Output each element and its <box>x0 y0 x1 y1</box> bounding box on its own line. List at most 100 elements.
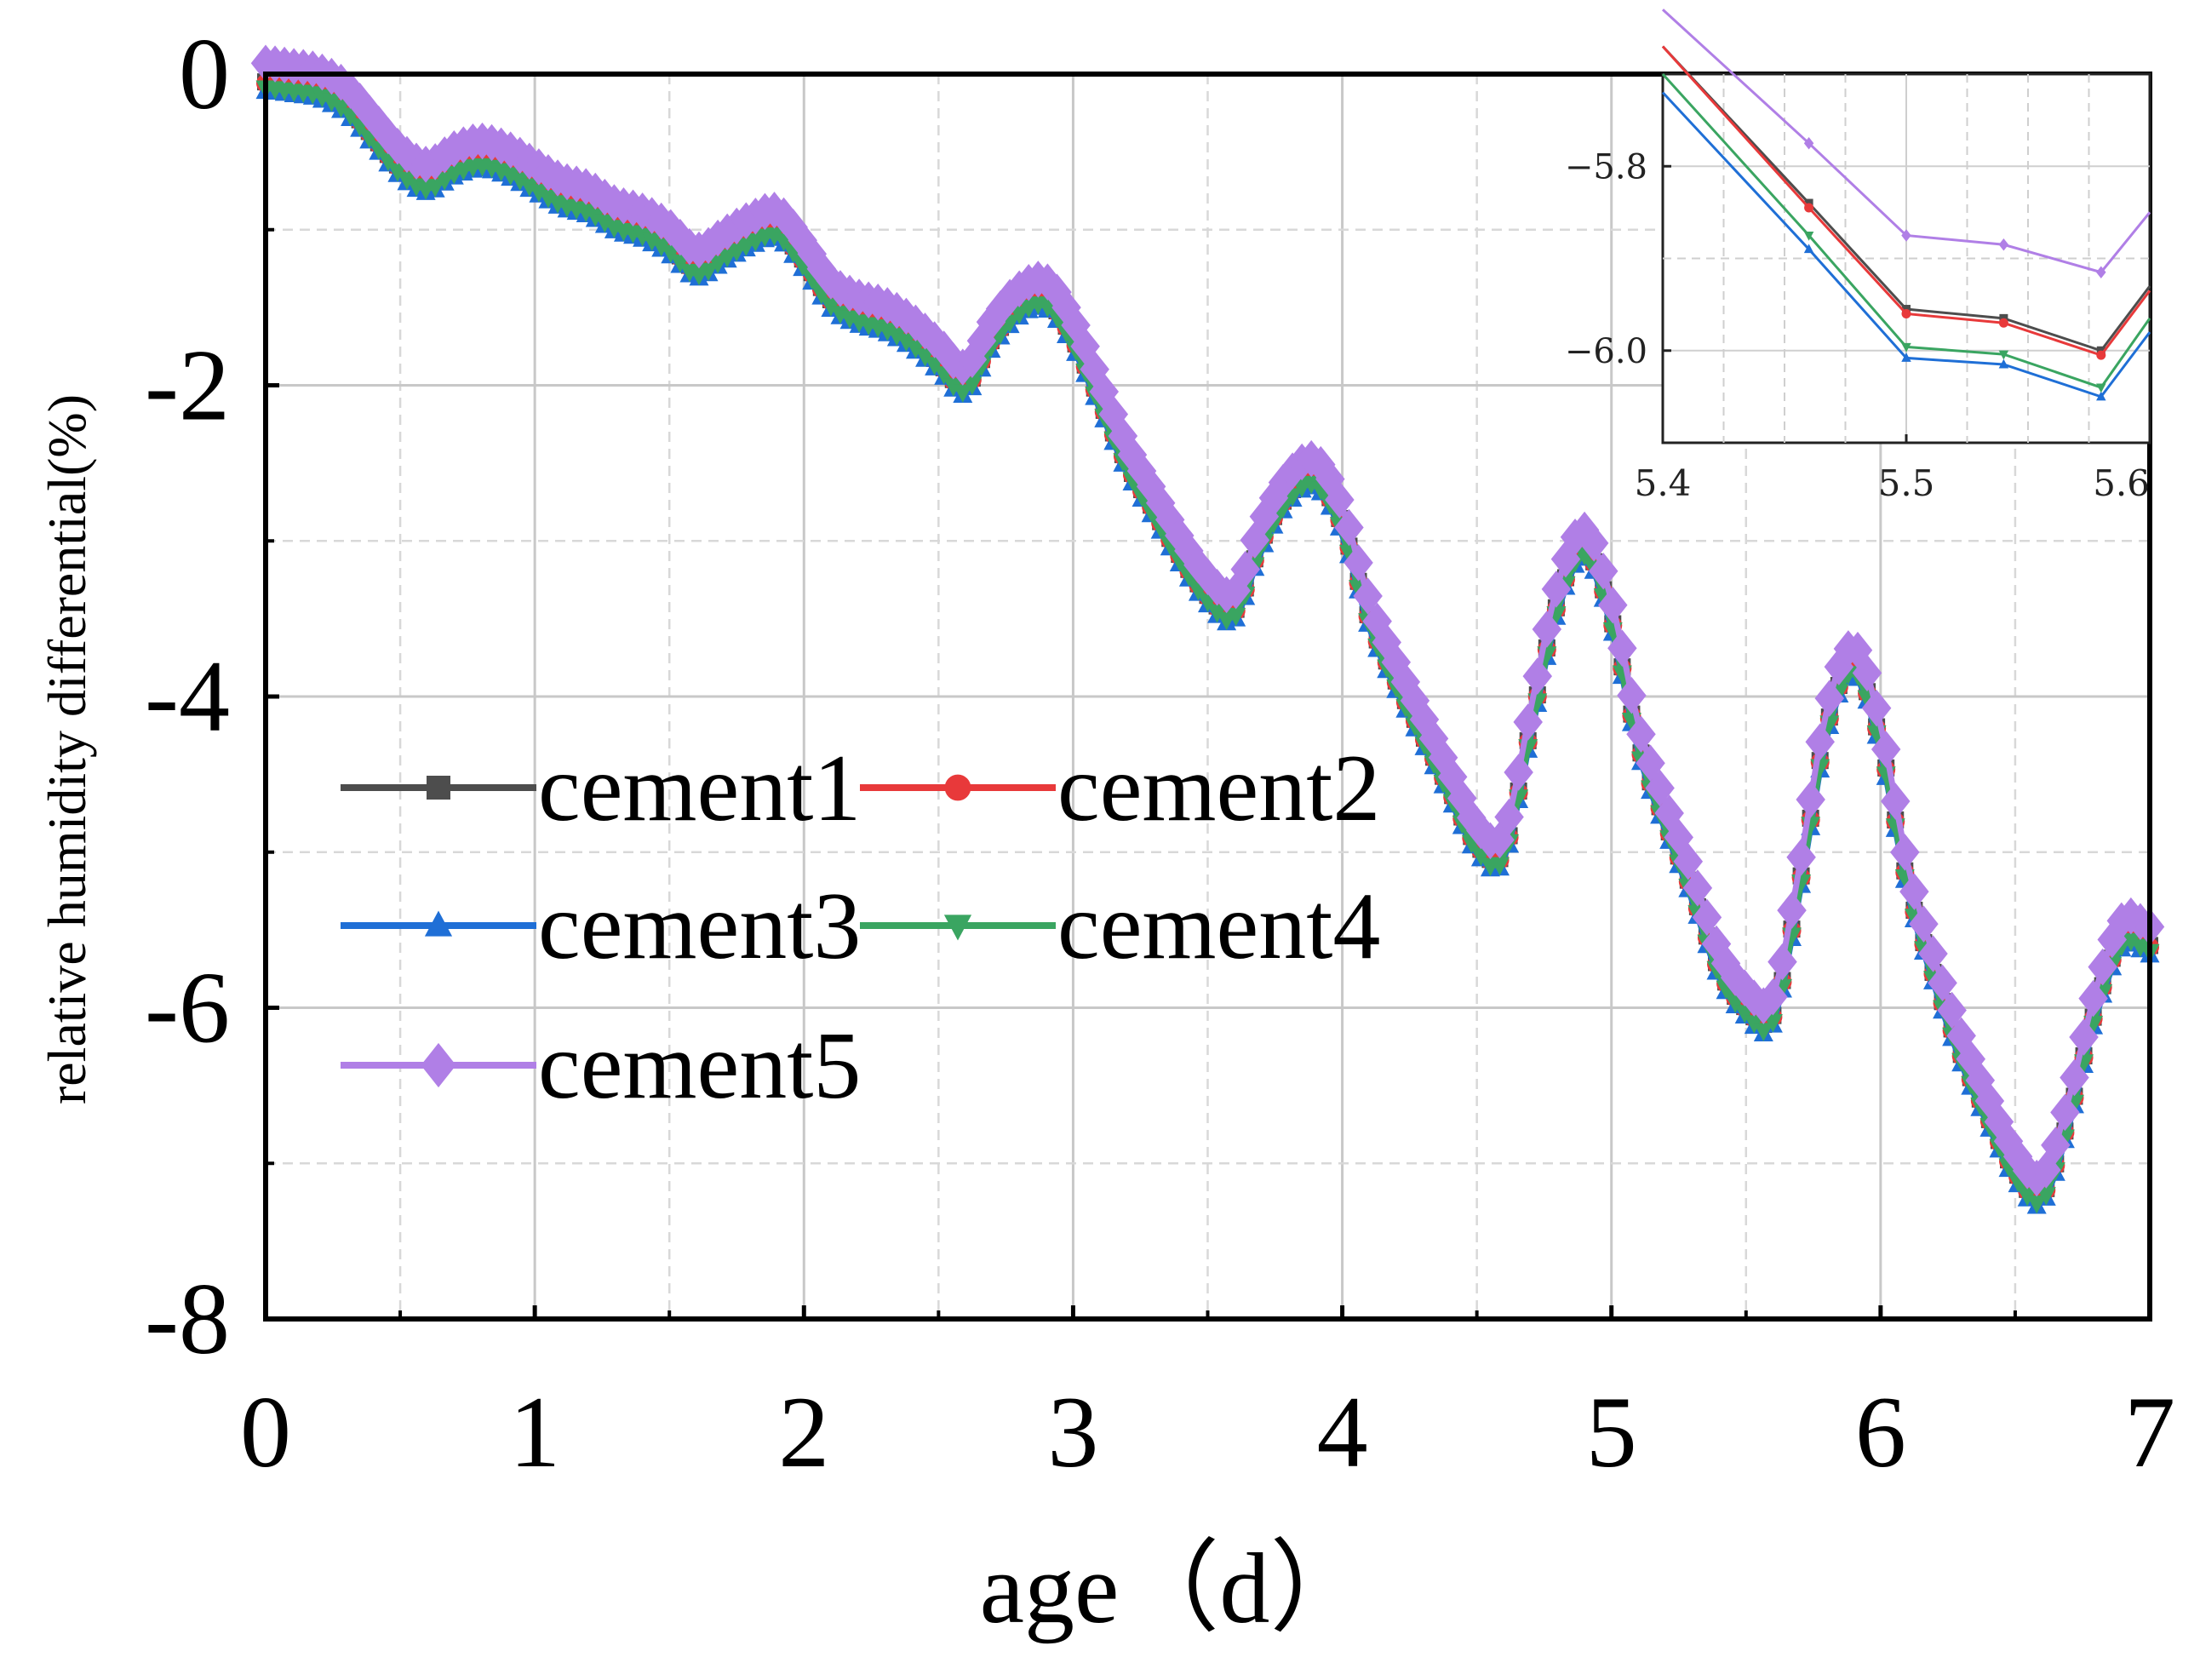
data-point-cement4 <box>651 238 672 257</box>
data-point-cement5 <box>1607 629 1637 667</box>
data-point-cement4 <box>331 99 352 118</box>
inset-point-cement2 <box>2096 350 2106 360</box>
inset-series-cement4 <box>1661 72 2151 393</box>
data-point-cement4 <box>510 172 530 192</box>
inset-line-cement3 <box>1661 91 2151 398</box>
x-tick-label: 6 <box>1855 1375 1906 1488</box>
data-point-cement5 <box>1494 798 1524 836</box>
inset-series-cement2 <box>1661 45 2151 360</box>
y-tick-label: -6 <box>145 951 230 1064</box>
x-tick-label: 5 <box>1586 1375 1637 1488</box>
series-cement5 <box>250 44 2165 1197</box>
data-point-cement4 <box>1207 604 1228 623</box>
data-point-cement5 <box>1880 783 1911 820</box>
legend-marker <box>421 1042 456 1088</box>
y-tick-label: 0 <box>179 17 230 130</box>
data-point-cement5 <box>1504 754 1533 791</box>
data-point-cement4 <box>529 184 549 203</box>
data-point-cement4 <box>2130 938 2151 958</box>
data-point-cement5 <box>1852 654 1882 692</box>
data-point-cement4 <box>576 204 596 222</box>
data-point-cement5 <box>1682 869 1713 907</box>
inset-x-tick-label: 5.4 <box>1635 462 1692 504</box>
data-point-cement4 <box>1301 475 1321 495</box>
data-point-cement5 <box>1786 838 1816 876</box>
data-point-cement5 <box>2050 1093 2080 1132</box>
data-point-cement4 <box>594 214 615 233</box>
data-point-cement5 <box>1767 943 1797 981</box>
data-point-cement5 <box>1814 679 1845 717</box>
data-point-cement4 <box>726 243 747 262</box>
data-point-cement4 <box>1226 607 1246 627</box>
y-tick-label: -4 <box>145 639 230 753</box>
data-point-cement4 <box>953 384 973 403</box>
x-tick-label: 4 <box>1317 1375 1368 1488</box>
data-point-cement5 <box>1861 689 1892 727</box>
data-point-cement4 <box>1490 857 1510 876</box>
data-point-cement5 <box>1230 550 1261 588</box>
inset-line-cement4 <box>1661 72 2151 389</box>
data-point-cement5 <box>1937 991 1967 1029</box>
data-point-cement5 <box>2088 948 2117 986</box>
legend-marker <box>427 776 450 800</box>
legend-label: cement5 <box>538 1013 861 1119</box>
data-point-cement4 <box>2036 1187 2056 1206</box>
data-point-cement5 <box>1871 731 1901 768</box>
data-point-cement4 <box>501 167 521 186</box>
data-point-cement4 <box>886 327 907 347</box>
y-axis-label: relative humidity differential(%) <box>37 394 97 1104</box>
inset-series-cement5 <box>1661 9 2151 278</box>
legend-label: cement3 <box>538 874 861 979</box>
data-point-cement5 <box>1899 873 1929 910</box>
data-point-cement5 <box>1353 577 1383 615</box>
data-point-cement5 <box>2069 1018 2099 1056</box>
inset-point-cement4 <box>1901 342 1911 353</box>
x-tick-label: 3 <box>1047 1375 1098 1488</box>
data-point-cement5 <box>1541 571 1572 608</box>
legend-entry-cement5: cement5 <box>341 1013 861 1119</box>
inset-series-cement3 <box>1661 91 2151 401</box>
legend-marker <box>943 915 972 941</box>
data-point-cement5 <box>1758 978 1788 1016</box>
data-point-cement5 <box>1928 964 1957 1002</box>
inset-point-cement3 <box>2096 391 2106 401</box>
data-point-cement5 <box>1796 781 1825 818</box>
data-point-cement5 <box>1513 703 1543 741</box>
data-point-cement4 <box>321 93 341 112</box>
inset-point-cement5 <box>1998 238 2009 251</box>
data-point-cement4 <box>698 262 719 282</box>
inset-point-cement2 <box>1901 308 1911 318</box>
legend-label: cement4 <box>1057 874 1380 979</box>
data-point-cement4 <box>877 323 897 341</box>
data-point-cement5 <box>1578 525 1609 562</box>
data-point-cement5 <box>1673 843 1704 880</box>
inset-point-cement2 <box>1804 203 1814 213</box>
data-point-cement4 <box>519 178 540 197</box>
axes: 0 1 2 3 4 5 6 7 0 -2 -4 -6 -8 <box>145 17 2175 1488</box>
inset-point-cement5 <box>2096 266 2106 278</box>
data-point-cement4 <box>765 227 785 246</box>
legend-entry-cement1: cement1 <box>341 736 861 841</box>
inset-line-cement5 <box>1661 9 2151 274</box>
legend-entry-cement2: cement2 <box>860 736 1380 841</box>
inset-x-tick-label: 5.5 <box>1878 462 1935 504</box>
x-tick-label: 0 <box>240 1375 291 1488</box>
data-point-cement4 <box>538 189 559 209</box>
data-point-cement5 <box>1522 657 1553 695</box>
inset-point-cement5 <box>1803 136 1814 150</box>
inset-point-cement2 <box>1998 318 2008 328</box>
data-point-cement5 <box>1325 481 1355 519</box>
data-point-cement4 <box>2121 932 2141 952</box>
data-point-cement5 <box>1777 892 1807 929</box>
data-point-cement5 <box>1890 834 1920 871</box>
series-lines <box>250 44 2165 1214</box>
data-point-cement4 <box>896 333 916 353</box>
inset-point-cement5 <box>1901 229 1911 242</box>
data-point-cement4 <box>717 249 737 268</box>
data-point-cement4 <box>943 378 964 397</box>
data-point-cement5 <box>1617 676 1647 714</box>
data-point-cement4 <box>1762 1013 1783 1033</box>
x-tick-label: 2 <box>778 1375 829 1488</box>
y-tick-label: -2 <box>145 329 230 442</box>
data-point-cement4 <box>821 298 841 317</box>
